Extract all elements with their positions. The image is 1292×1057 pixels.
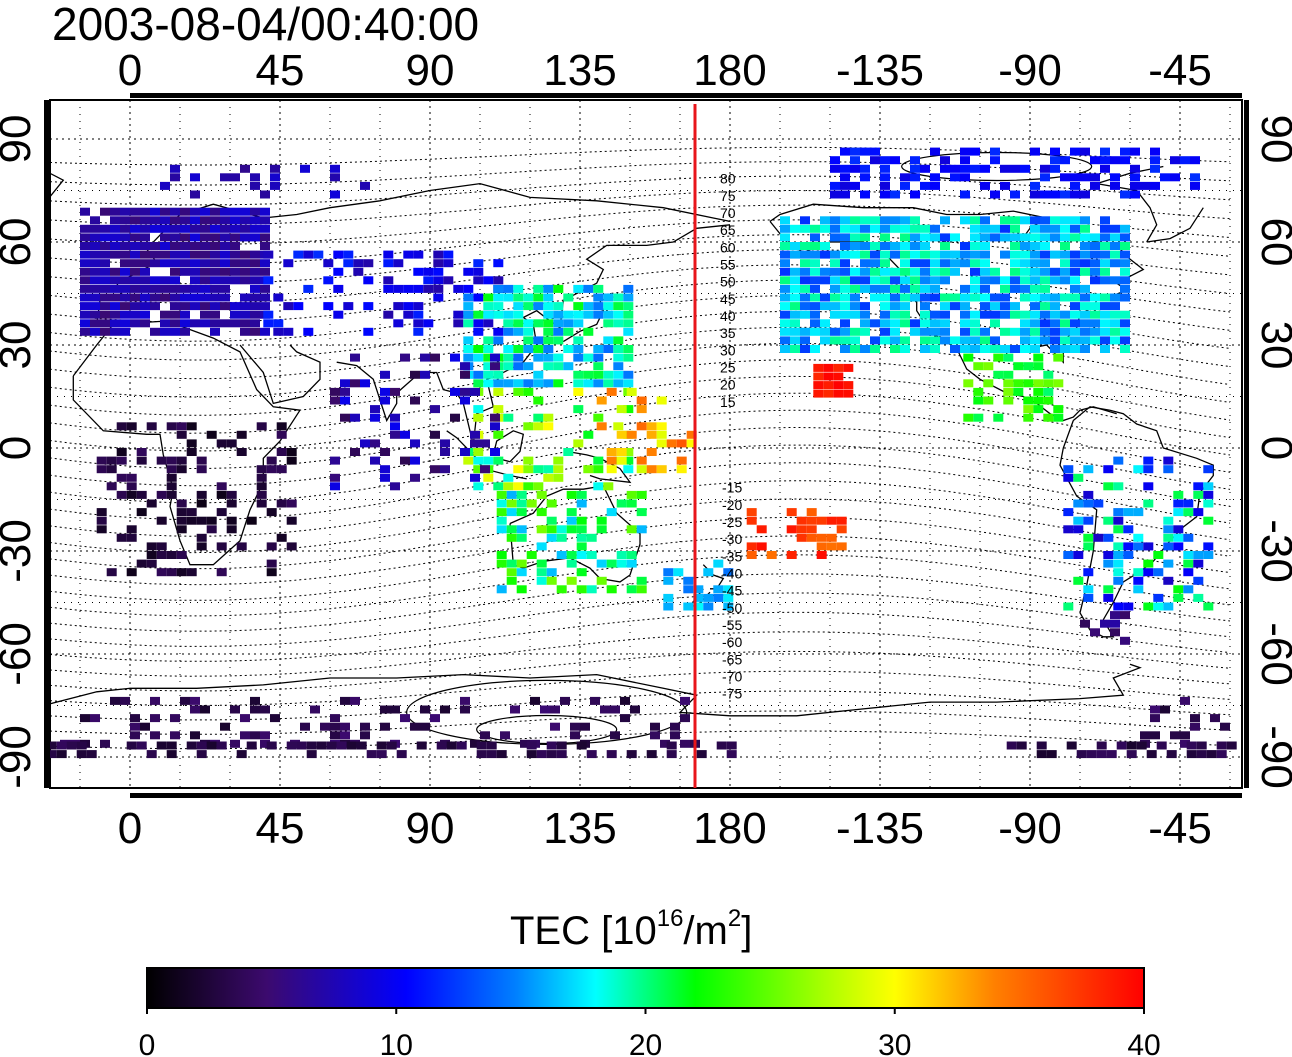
contour-label: -65 [722, 651, 742, 667]
x-tick-label: -135 [836, 46, 924, 95]
contour-label: 50 [720, 274, 736, 290]
x-tick-label: 135 [543, 46, 616, 95]
colorbar-tick-label: 30 [878, 1029, 911, 1057]
y-tick-label: 30 [0, 321, 40, 370]
contour-label: -70 [722, 669, 742, 685]
contour-label: 65 [720, 222, 736, 238]
contour-label: 55 [720, 257, 736, 273]
y-tick-label: -30 [1252, 519, 1292, 583]
y-tick-label: -90 [0, 725, 40, 789]
contour-label: -20 [722, 497, 742, 513]
tec-data-points [50, 147, 1237, 759]
x-tick-label: 135 [543, 804, 616, 853]
y-tick-label: 90 [0, 115, 40, 164]
contour-label: 20 [720, 377, 736, 393]
contour-label: -75 [722, 686, 742, 702]
colorbar-tick-label: 40 [1127, 1029, 1160, 1057]
x-tick-label: 90 [406, 804, 455, 853]
y-tick-label: 60 [1252, 218, 1292, 267]
y-tick-label: 60 [0, 218, 40, 267]
x-tick-label: -45 [1148, 46, 1212, 95]
x-tick-label: 0 [118, 46, 142, 95]
contour-label: 45 [720, 291, 736, 307]
contour-label: 70 [720, 205, 736, 221]
contour-label: -55 [722, 617, 742, 633]
contour-label: 75 [720, 188, 736, 204]
x-tick-label: 45 [256, 804, 305, 853]
contour-label: -45 [722, 583, 742, 599]
contour-label: 15 [720, 394, 736, 410]
timestamp: 2003-08-04/00:40:00 [52, 0, 480, 50]
colorbar-tick-label: 20 [629, 1029, 662, 1057]
x-tick-label: -90 [998, 804, 1062, 853]
contour-label: 80 [720, 171, 736, 187]
contour-label: -60 [722, 634, 742, 650]
contour-label: 60 [720, 239, 736, 255]
x-tick-label: 90 [406, 46, 455, 95]
y-tick-label: -90 [1252, 725, 1292, 789]
contour-label: 40 [720, 308, 736, 324]
x-tick-label: 180 [693, 46, 766, 95]
contour-label: -15 [722, 480, 742, 496]
colorbar-tick-label: 10 [380, 1029, 413, 1057]
x-tick-label: 45 [256, 46, 305, 95]
y-tick-label: -60 [1252, 622, 1292, 686]
colorbar-tick-label: 0 [139, 1029, 156, 1057]
contour-label: -30 [722, 531, 742, 547]
contour-label: 35 [720, 325, 736, 341]
contour-label: -35 [722, 548, 742, 564]
contour-label: -50 [722, 600, 742, 616]
x-tick-label: -45 [1148, 804, 1212, 853]
contour-label: -25 [722, 514, 742, 530]
x-tick-label: -90 [998, 46, 1062, 95]
y-tick-label: 90 [1252, 115, 1292, 164]
colorbar [146, 967, 1145, 1009]
y-tick-label: 30 [1252, 321, 1292, 370]
y-tick-label: 0 [0, 436, 40, 460]
x-tick-label: -135 [836, 804, 924, 853]
contour-label: 30 [720, 342, 736, 358]
colorbar-title: TEC [1016/m2] [510, 905, 752, 953]
y-tick-label: 0 [1252, 436, 1292, 460]
x-tick-label: 0 [118, 804, 142, 853]
contour-label: -40 [722, 566, 742, 582]
contour-label: 25 [720, 360, 736, 376]
x-tick-label: 180 [693, 804, 766, 853]
y-tick-label: -60 [0, 622, 40, 686]
y-tick-label: -30 [0, 519, 40, 583]
